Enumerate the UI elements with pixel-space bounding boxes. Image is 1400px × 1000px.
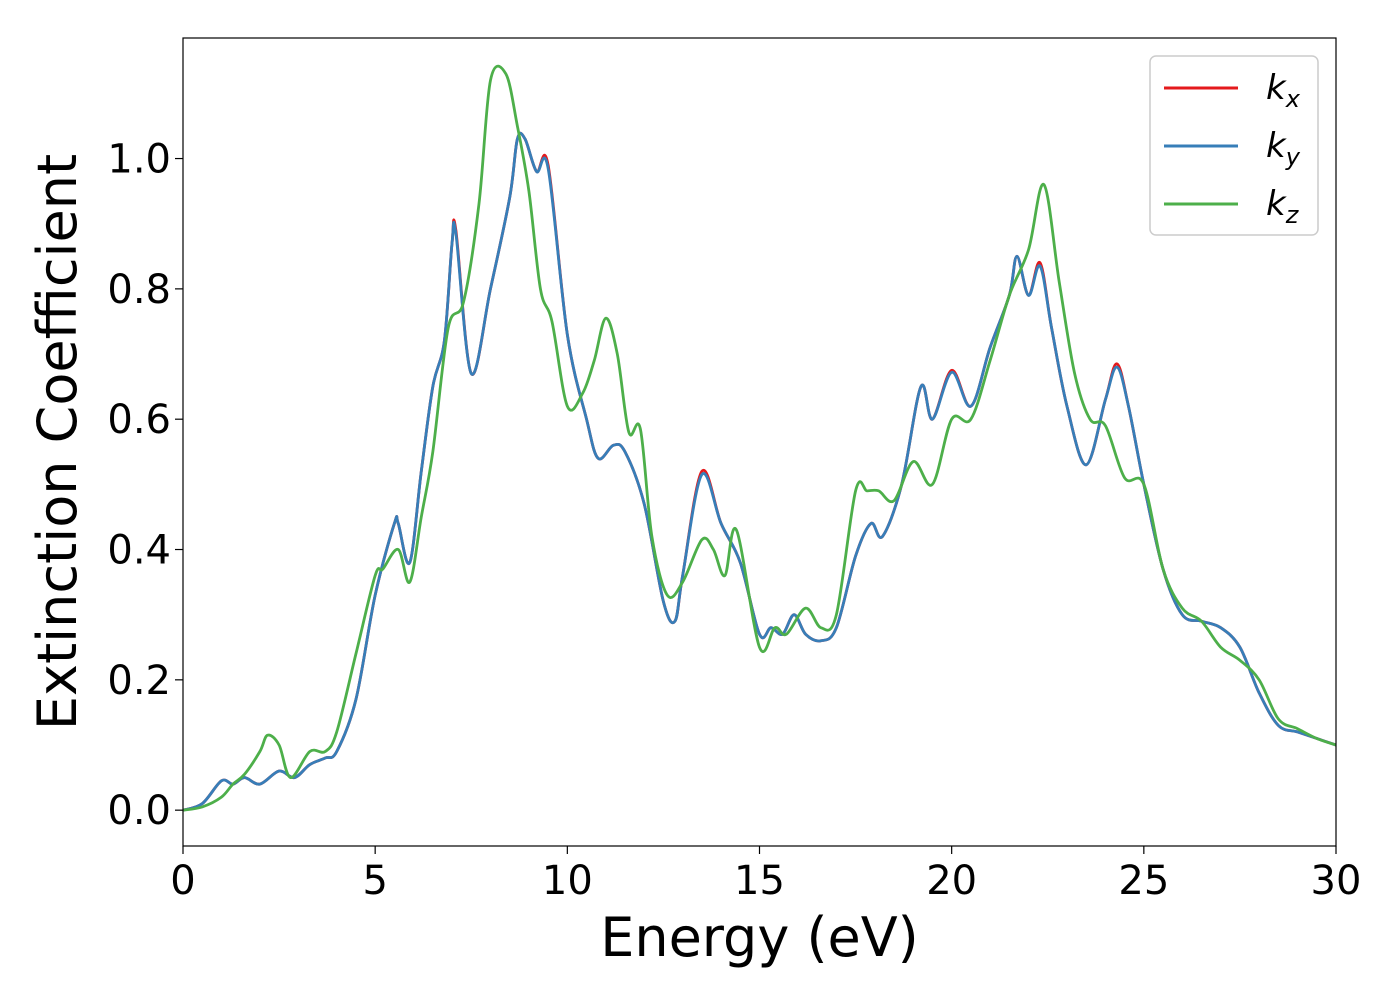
series-line-y	[183, 131, 1336, 812]
legend-subscript-y: y	[1285, 143, 1301, 171]
x-tick-label: 0	[170, 858, 195, 904]
legend-subscript-x: x	[1285, 85, 1301, 113]
x-tick-label: 25	[1118, 858, 1169, 904]
y-tick-label: 0.8	[107, 267, 171, 313]
series-line-z	[183, 64, 1336, 812]
y-tick-label: 0.0	[107, 788, 171, 834]
legend-subscript-z: z	[1285, 201, 1300, 229]
x-tick-label: 15	[734, 858, 785, 904]
y-axis: 0.0 0.2 0.4 0.6 0.8 1.0	[107, 137, 183, 834]
y-tick-label: 0.6	[107, 397, 171, 443]
x-tick-label: 5	[362, 858, 387, 904]
x-axis: 0 5 10 15 20 25 30	[170, 846, 1361, 904]
y-tick-label: 1.0	[107, 137, 171, 183]
plot-background	[183, 38, 1336, 846]
series-layer	[183, 64, 1336, 812]
x-tick-label: 10	[542, 858, 593, 904]
y-tick-label: 0.4	[107, 528, 171, 574]
x-axis-title: Energy (eV)	[600, 906, 919, 969]
x-tick-label: 30	[1311, 858, 1362, 904]
x-tick-label: 20	[926, 858, 977, 904]
y-axis-title: Extinction Coefficient	[26, 154, 89, 730]
y-tick-label: 0.2	[107, 658, 171, 704]
